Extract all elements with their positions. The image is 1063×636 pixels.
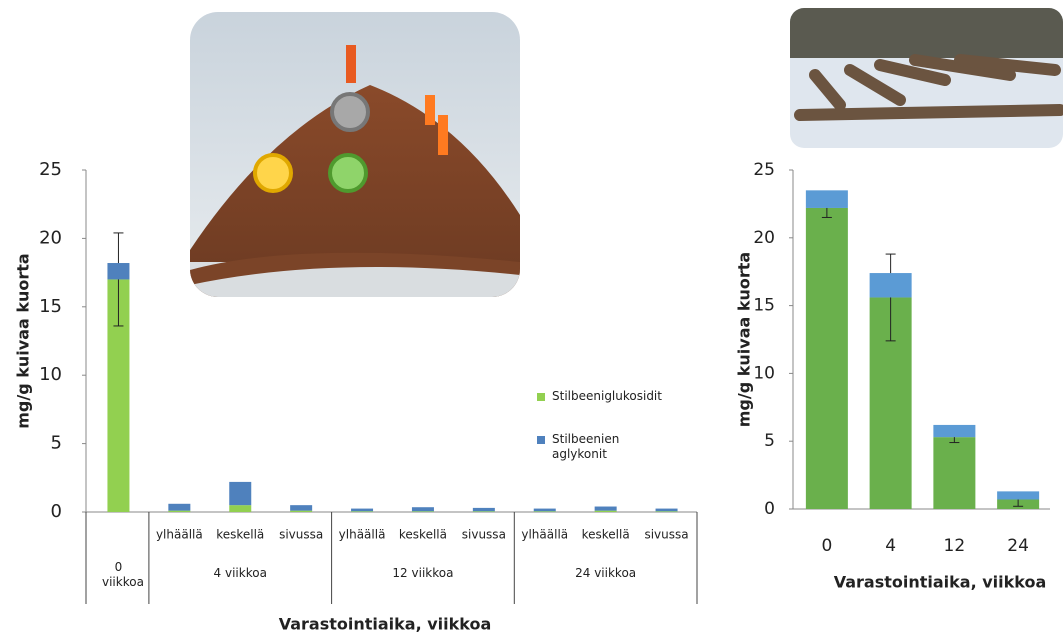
y-tick-label: 25 [39, 159, 62, 180]
group-label: 12 viikkoa [392, 566, 454, 580]
bar-segment [933, 424, 976, 438]
bar-segment [533, 508, 556, 512]
bar-segment [107, 279, 130, 512]
y-tick-label: 25 [753, 160, 775, 180]
bar-segment [869, 273, 912, 298]
legend-swatch [537, 393, 545, 401]
y-tick-label: 10 [39, 364, 62, 385]
y-axis-label: mg/g kuivaa kuorta [14, 253, 33, 428]
bar-segment [351, 508, 374, 512]
x-tick-label: sivussa [462, 528, 506, 542]
bar-segment [533, 511, 556, 512]
x-tick-label: 24 [1007, 536, 1029, 556]
x-axis-label: Varastointiaika, viikkoa [834, 573, 1047, 592]
y-tick-label: 5 [51, 433, 62, 454]
photo-bark-pile [190, 12, 520, 297]
bar-segment [411, 507, 434, 512]
bar-segment [351, 511, 374, 512]
y-tick-label: 15 [753, 296, 775, 316]
y-tick-label: 0 [764, 499, 775, 519]
bar-segment [655, 511, 678, 512]
bar-segment [805, 207, 848, 509]
x-tick-label: ylhäällä [521, 528, 568, 542]
y-tick-label: 5 [764, 431, 775, 451]
group-label: 4 viikkoa [213, 566, 267, 580]
y-tick-label: 0 [51, 501, 62, 522]
bar-segment [229, 505, 252, 512]
bar-segment [805, 190, 848, 208]
bar-segment [594, 510, 617, 512]
legend-swatch [537, 436, 545, 444]
bar-segment [472, 511, 495, 512]
x-tick-label: sivussa [644, 528, 688, 542]
x-tick-label: 0 [821, 536, 832, 556]
bar-segment [290, 510, 313, 512]
x-tick-label: 12 [944, 536, 966, 556]
x-tick-label: keskellä [582, 528, 630, 542]
photo-logs [790, 8, 1063, 148]
bar-segment [168, 503, 191, 511]
legend-label: Stilbeenien aglykonit [552, 432, 620, 461]
y-tick-label: 15 [39, 296, 62, 317]
bar-segment [997, 491, 1040, 500]
bar-segment [472, 507, 495, 512]
bar-segment [411, 511, 434, 512]
x-tick-label: 4 [885, 536, 896, 556]
bar-segment [933, 437, 976, 509]
group-label: 24 viikkoa [575, 566, 637, 580]
bar-segment [229, 481, 252, 506]
bar-segment [655, 508, 678, 512]
bar-segment [107, 263, 130, 280]
x-tick-label: keskellä [216, 528, 264, 542]
legend-label: Stilbeeniglukosidit [552, 389, 662, 403]
x-tick-label: ylhäällä [339, 528, 386, 542]
x-tick-label: keskellä [399, 528, 447, 542]
y-tick-label: 20 [753, 228, 775, 248]
y-tick-label: 10 [753, 363, 775, 383]
bar-segment [168, 510, 191, 512]
x-tick-label: sivussa [279, 528, 323, 542]
bar-segment [594, 506, 617, 511]
x-tick-label: ylhäällä [156, 528, 203, 542]
group-label: 0 viikkoa [102, 560, 144, 589]
x-axis-label: Varastointiaika, viikkoa [279, 615, 492, 634]
y-tick-label: 20 [39, 227, 62, 248]
y-axis-label: mg/g kuivaa kuorta [735, 252, 754, 427]
bar-segment [290, 505, 313, 511]
